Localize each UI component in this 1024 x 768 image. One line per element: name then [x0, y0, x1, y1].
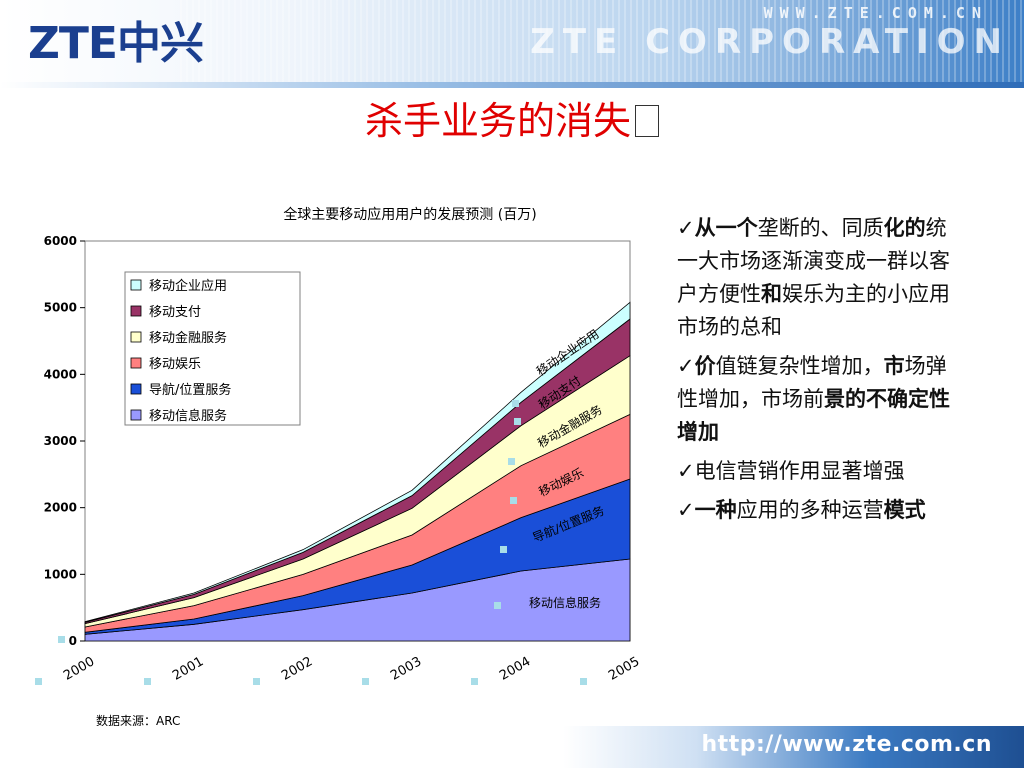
- bullet-text-bold3: 和: [761, 282, 782, 306]
- bullet-text-rest2: 场弹性增加，市场前: [677, 354, 947, 411]
- legend-label: 移动金融服务: [149, 330, 227, 346]
- header-url-watermark: WWW.ZTE.COM.CN: [763, 4, 988, 22]
- slide-title: 杀手业务的消失: [0, 96, 1024, 146]
- legend-swatch: [130, 331, 142, 343]
- zte-logo: ZTE中兴: [28, 18, 204, 69]
- y-tick-label: 5000: [44, 301, 77, 315]
- x-tick-marker: [362, 678, 369, 685]
- x-tick-label: 2000: [61, 654, 97, 684]
- legend-label: 移动支付: [149, 305, 201, 320]
- bullet-text-rest3: 娱乐为主的小应用市场的总和: [677, 282, 950, 339]
- area-label-marker: [512, 400, 519, 407]
- bullet-item: ✓价值链复杂性增加，市场弹性增加，市场前景的不确定性增加: [677, 350, 967, 449]
- bullet-text-rest: 电信营销作用显著增强: [694, 459, 905, 483]
- area-label-marker: [508, 458, 515, 465]
- legend-swatch: [130, 409, 142, 421]
- bullet-text-bold: 一种: [694, 498, 737, 522]
- bullet-list: ✓从一个垄断的、同质化的统一大市场逐渐演变成一群以客户方便性和娱乐为主的小应用市…: [677, 212, 967, 533]
- footer-url: http://www.zte.com.cn: [701, 732, 992, 757]
- bullet-text-bold3: 景的不确定性增加: [677, 387, 950, 444]
- chart-legend: [124, 271, 301, 426]
- header-divider: [0, 82, 1024, 88]
- chart-title: 全球主要移动应用用户的发展预测 (百万): [283, 207, 537, 223]
- x-tick-marker: [580, 678, 587, 685]
- x-tick-marker: [471, 678, 478, 685]
- x-tick-label: 2002: [279, 654, 315, 684]
- bullet-item: ✓一种应用的多种运营模式: [677, 494, 967, 527]
- checkmark-icon: ✓: [677, 498, 695, 522]
- area-label-marker: [514, 418, 521, 425]
- x-tick-marker: [253, 678, 260, 685]
- legend-label: 移动信息服务: [149, 408, 227, 424]
- legend-swatch: [130, 383, 142, 395]
- bullet-text-rest: 垄断的、同质: [757, 216, 884, 240]
- y-tick-label: 4000: [44, 367, 77, 381]
- area-label: 移动信息服务: [529, 595, 601, 610]
- x-tick-marker: [144, 678, 151, 685]
- y-tick-label: 3000: [44, 434, 77, 448]
- area-label-marker: [494, 602, 501, 609]
- x-tick-label: 2003: [388, 654, 424, 684]
- footer-banner: [0, 726, 1024, 768]
- bullet-text-bold2: 模式: [883, 498, 926, 522]
- legend-label: 导航/位置服务: [149, 382, 231, 398]
- bullet-text-rest: 值链复杂性增加，: [715, 354, 884, 378]
- bullet-text-bold2: 化的: [883, 216, 926, 240]
- bullet-text-rest: 应用的多种运营: [736, 498, 884, 522]
- header-stripes: [180, 0, 1024, 82]
- bullet-text-bold: 价: [694, 354, 716, 378]
- header-banner: [0, 0, 1024, 82]
- checkmark-icon: ✓: [677, 354, 695, 378]
- header-corp-watermark: ZTE CORPORATION: [530, 22, 1010, 62]
- area-label-marker: [510, 497, 517, 504]
- legend-swatch: [130, 357, 142, 369]
- bullet-text-bold: 从一个: [694, 216, 758, 240]
- data-source: 数据来源：ARC: [96, 714, 181, 728]
- slide-title-text: 杀手业务的消失: [364, 99, 631, 143]
- checkmark-icon: ✓: [677, 216, 695, 240]
- bullet-text-rest2: 统一大市场逐渐演变成一群以客户方便性: [677, 216, 950, 306]
- x-tick-label: 2001: [170, 654, 206, 684]
- y-tick-label: 2000: [44, 501, 77, 515]
- x-tick-label: 2004: [497, 654, 533, 684]
- missing-glyph-box: [635, 104, 659, 137]
- legend-swatch: [130, 305, 142, 317]
- area-label-marker: [500, 546, 507, 553]
- y-tick-label: 1000: [44, 567, 77, 581]
- legend-label: 移动企业应用: [149, 278, 227, 294]
- x-tick-label: 2005: [606, 654, 642, 684]
- checkmark-icon: ✓: [677, 459, 695, 483]
- y-tick-label: 6000: [44, 234, 77, 248]
- area-series-5: [84, 301, 631, 623]
- bullet-text-bold2: 市: [883, 354, 905, 378]
- legend-label: 移动娱乐: [149, 357, 201, 372]
- y-tick-label: 0: [69, 634, 77, 648]
- bullet-item: ✓从一个垄断的、同质化的统一大市场逐渐演变成一群以客户方便性和娱乐为主的小应用市…: [677, 212, 967, 344]
- x-tick-marker: [35, 678, 42, 685]
- axis-origin-marker: [58, 636, 65, 643]
- bullet-item: ✓电信营销作用显著增强: [677, 455, 967, 488]
- legend-swatch: [130, 279, 142, 291]
